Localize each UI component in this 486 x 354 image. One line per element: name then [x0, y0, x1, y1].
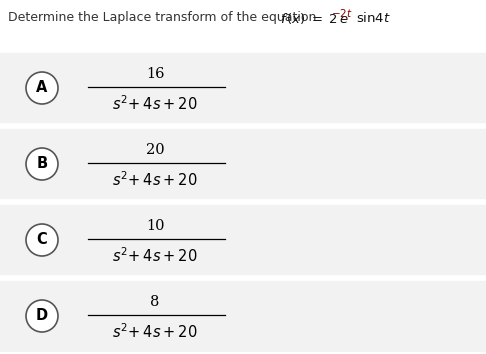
- Text: B: B: [36, 156, 48, 171]
- Bar: [0, 280, 486, 352]
- Text: $s^2\!+4s+20$: $s^2\!+4s+20$: [112, 171, 198, 189]
- Text: Determine the Laplace transform of the equation: Determine the Laplace transform of the e…: [8, 11, 320, 24]
- Ellipse shape: [26, 148, 58, 180]
- Text: 8: 8: [150, 295, 160, 309]
- Text: 20: 20: [146, 143, 164, 157]
- Ellipse shape: [26, 72, 58, 104]
- Text: $-2t$: $-2t$: [331, 7, 353, 19]
- Text: $s^2\!+4s+20$: $s^2\!+4s+20$: [112, 247, 198, 266]
- Text: A: A: [36, 80, 48, 96]
- Text: C: C: [36, 233, 47, 247]
- Text: $\mathrm{sin4}t$: $\mathrm{sin4}t$: [356, 11, 391, 25]
- Text: $f\,(x)\;=\;2\,e$: $f\,(x)\;=\;2\,e$: [280, 11, 348, 25]
- Bar: [0, 204, 486, 276]
- Text: $s^2\!+4s+20$: $s^2\!+4s+20$: [112, 322, 198, 341]
- Text: 10: 10: [146, 219, 164, 233]
- Ellipse shape: [26, 300, 58, 332]
- Bar: [0, 128, 486, 200]
- Bar: [0, 52, 486, 124]
- Ellipse shape: [26, 224, 58, 256]
- Text: 16: 16: [146, 67, 164, 81]
- Text: $s^2\!+4s+20$: $s^2\!+4s+20$: [112, 95, 198, 113]
- Text: D: D: [36, 308, 48, 324]
